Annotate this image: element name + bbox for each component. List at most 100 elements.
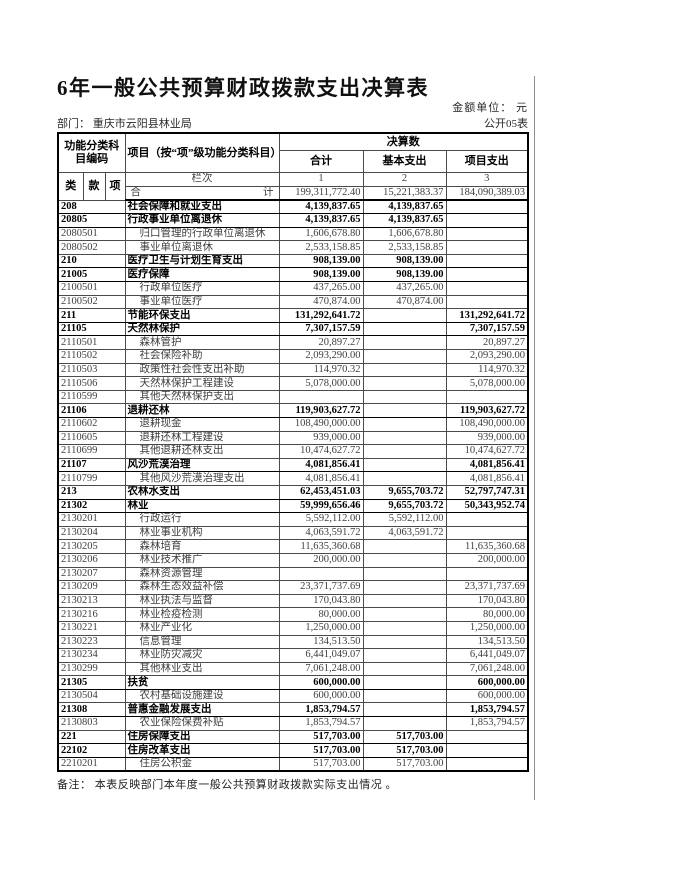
table-body: 208 社会保障和就业支出 4,139,837.65 4,139,837.65 … — [57, 199, 529, 772]
page-title: 6年一般公共预算财政拨款支出决算表 — [57, 76, 429, 100]
header-sub-class: 类 — [57, 171, 84, 201]
row-basic-value — [362, 362, 447, 378]
row-basic-value: 437,265.00 — [362, 281, 447, 296]
row-total-value: 2,093,290.00 — [278, 349, 364, 364]
row-basic-value — [362, 688, 447, 704]
row-code: 21107 — [57, 457, 126, 473]
header-colno-3: 3 — [445, 171, 529, 187]
table-row: 21107 风沙荒漠治理 4,081,856.41 4,081,856.41 — [57, 457, 529, 473]
table-row: 221 住房保障支出 517,703.00 517,703.00 — [57, 729, 529, 745]
row-total-value: 134,513.50 — [278, 634, 364, 650]
row-code: 2100501 — [57, 281, 126, 296]
row-item-name: 行政单位医疗 — [124, 281, 280, 296]
row-item-name: 节能环保支出 — [124, 308, 280, 323]
row-code: 2110503 — [57, 362, 126, 378]
table-row: 211 节能环保支出 131,292,641.72 131,292,641.72 — [57, 308, 529, 323]
header-final-accounts-group: 决算数 — [278, 132, 529, 151]
row-item-name: 信息管理 — [124, 634, 280, 650]
table-row: 2130803 农业保险保费补贴 1,853,794.57 1,853,794.… — [57, 716, 529, 731]
row-project-value: 170,043.80 — [445, 593, 529, 609]
row-item-name: 林业技术推广 — [124, 552, 280, 568]
row-code: 21305 — [57, 675, 126, 690]
row-code: 2080501 — [57, 226, 126, 242]
print-area-boundary-line — [534, 76, 535, 800]
row-total-value: 108,490,000.00 — [278, 417, 364, 432]
amount-unit-label: 金额单位： 元 — [452, 102, 528, 114]
table-row: 21005 医疗保障 908,139.00 908,139.00 — [57, 267, 529, 283]
row-code: 2110602 — [57, 417, 126, 432]
row-item-name: 其他林业支出 — [124, 661, 280, 677]
row-project-value: 131,292,641.72 — [445, 308, 529, 323]
row-project-value — [445, 281, 529, 296]
row-total-value: 908,139.00 — [278, 267, 364, 283]
row-basic-value: 4,063,591.72 — [362, 525, 447, 541]
row-project-value: 200,000.00 — [445, 552, 529, 568]
header-col-total: 合计 — [278, 149, 364, 173]
table-row: 208 社会保障和就业支出 4,139,837.65 4,139,837.65 — [57, 199, 529, 215]
table-row: 2210201 住房公积金 517,703.00 517,703.00 — [57, 756, 529, 772]
row-basic-value: 9,655,703.72 — [362, 484, 447, 500]
row-total-value: 4,081,856.41 — [278, 457, 364, 473]
row-code: 211 — [57, 308, 126, 323]
table-row: 2130504 农村基础设施建设 600,000.00 600,000.00 — [57, 688, 529, 704]
row-total-value: 517,703.00 — [278, 729, 364, 745]
row-code: 21106 — [57, 403, 126, 418]
grand-total-label-right: 计 — [263, 186, 274, 198]
row-project-value: 1,853,794.57 — [445, 716, 529, 731]
table-row: 21106 退耕还林 119,903,627.72 119,903,627.72 — [57, 403, 529, 418]
row-total-value: 1,250,000.00 — [278, 620, 364, 636]
row-item-name: 林业执法与监督 — [124, 593, 280, 609]
row-basic-value: 470,874.00 — [362, 294, 447, 310]
row-basic-value: 2,533,158.85 — [362, 240, 447, 255]
row-item-name: 事业单位医疗 — [124, 294, 280, 310]
row-basic-value — [362, 620, 447, 636]
row-item-name: 其他天然林保护支出 — [124, 389, 280, 405]
row-code: 21005 — [57, 267, 126, 283]
row-item-name: 行政事业单位离退休 — [124, 213, 280, 228]
row-basic-value: 517,703.00 — [362, 729, 447, 745]
budget-expenditure-table: 功能分类科目编码 项目（按“项”级功能分类科目） 决算数 合计 基本支出 项目支… — [57, 132, 530, 772]
row-item-name: 事业单位离退休 — [124, 240, 280, 255]
grand-total-project: 184,090,389.03 — [445, 185, 529, 201]
row-total-value: 10,474,627.72 — [278, 444, 364, 459]
row-code: 2130204 — [57, 525, 126, 541]
row-total-value: 4,063,591.72 — [278, 525, 364, 541]
row-project-value: 114,970.32 — [445, 362, 529, 378]
table-row: 2130207 森林资源管理 — [57, 566, 529, 582]
row-item-name: 农业保险保费补贴 — [124, 716, 280, 731]
row-item-name: 林业产业化 — [124, 620, 280, 636]
row-project-value: 23,371,737.69 — [445, 580, 529, 595]
header-item: 项目（按“项”级功能分类科目） — [124, 132, 280, 173]
row-item-name: 行政运行 — [124, 512, 280, 527]
row-item-name: 森林培育 — [124, 539, 280, 554]
row-project-value: 1,853,794.57 — [445, 702, 529, 718]
row-item-name: 森林资源管理 — [124, 566, 280, 582]
row-total-value: 119,903,627.72 — [278, 403, 364, 418]
row-total-value: 114,970.32 — [278, 362, 364, 378]
row-total-value: 5,592,112.00 — [278, 512, 364, 527]
row-item-name: 森林管护 — [124, 335, 280, 351]
row-basic-value — [362, 702, 447, 718]
table-row: 2130299 其他林业支出 7,061,248.00 7,061,248.00 — [57, 661, 529, 677]
grand-total-basic: 15,221,383.37 — [362, 185, 447, 201]
row-project-value — [445, 240, 529, 255]
table-row: 2130234 林业防灾减灾 6,441,049.07 6,441,049.07 — [57, 648, 529, 663]
row-basic-value — [362, 539, 447, 554]
row-basic-value — [362, 648, 447, 663]
row-code: 2110502 — [57, 349, 126, 364]
row-total-value — [278, 566, 364, 582]
row-project-value: 52,797,747.31 — [445, 484, 529, 500]
row-project-value — [445, 729, 529, 745]
table-row: 2080502 事业单位离退休 2,533,158.85 2,533,158.8… — [57, 240, 529, 255]
row-project-value — [445, 743, 529, 758]
row-code: 22102 — [57, 743, 126, 758]
row-basic-value — [362, 716, 447, 731]
row-code: 2130206 — [57, 552, 126, 568]
row-project-value: 1,250,000.00 — [445, 620, 529, 636]
table-row: 21305 扶贫 600,000.00 600,000.00 — [57, 675, 529, 690]
row-code: 2130216 — [57, 607, 126, 622]
row-basic-value — [362, 417, 447, 432]
row-code: 221 — [57, 729, 126, 745]
row-total-value: 1,853,794.57 — [278, 716, 364, 731]
row-basic-value: 5,592,112.00 — [362, 512, 447, 527]
